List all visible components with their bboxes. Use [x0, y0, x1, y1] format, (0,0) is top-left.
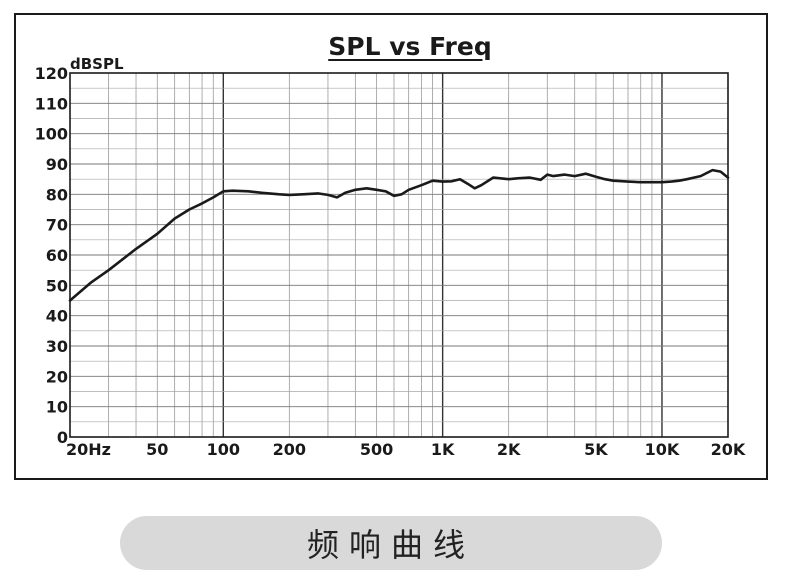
y-tick-label: 60 — [46, 246, 68, 265]
x-tick-label: 20K — [711, 440, 746, 459]
x-tick-label: 5K — [584, 440, 608, 459]
x-tick-label: 1K — [431, 440, 455, 459]
x-tick-label: 200 — [273, 440, 306, 459]
caption-text: 频响曲线 — [306, 526, 475, 564]
y-tick-label: 40 — [46, 307, 68, 326]
y-axis-label: dBSPL — [70, 55, 124, 73]
x-tick-label: 500 — [360, 440, 393, 459]
y-tick-label: 80 — [46, 185, 68, 204]
spl-curve — [68, 168, 730, 302]
x-tick-label: 50 — [146, 440, 168, 459]
plot-border — [69, 72, 729, 438]
y-tick-label: 50 — [46, 276, 68, 295]
x-tick-label: 2K — [497, 440, 521, 459]
x-tick-label: 100 — [207, 440, 240, 459]
y-tick-label: 110 — [35, 94, 68, 113]
y-tick-label: 70 — [46, 216, 68, 235]
y-tick-label: 90 — [46, 155, 68, 174]
x-tick-label: 20Hz — [66, 440, 111, 459]
y-tick-label: 20 — [46, 367, 68, 386]
chart-title: SPL vs Freq — [328, 32, 492, 61]
caption-pill: 频响曲线 — [120, 516, 662, 570]
x-tick-label: 10K — [645, 440, 680, 459]
y-tick-label: 10 — [46, 398, 68, 417]
y-tick-label: 100 — [35, 125, 68, 144]
y-tick-label: 30 — [46, 337, 68, 356]
y-tick-label: 120 — [35, 64, 68, 83]
y-tick-label: 0 — [57, 428, 68, 447]
